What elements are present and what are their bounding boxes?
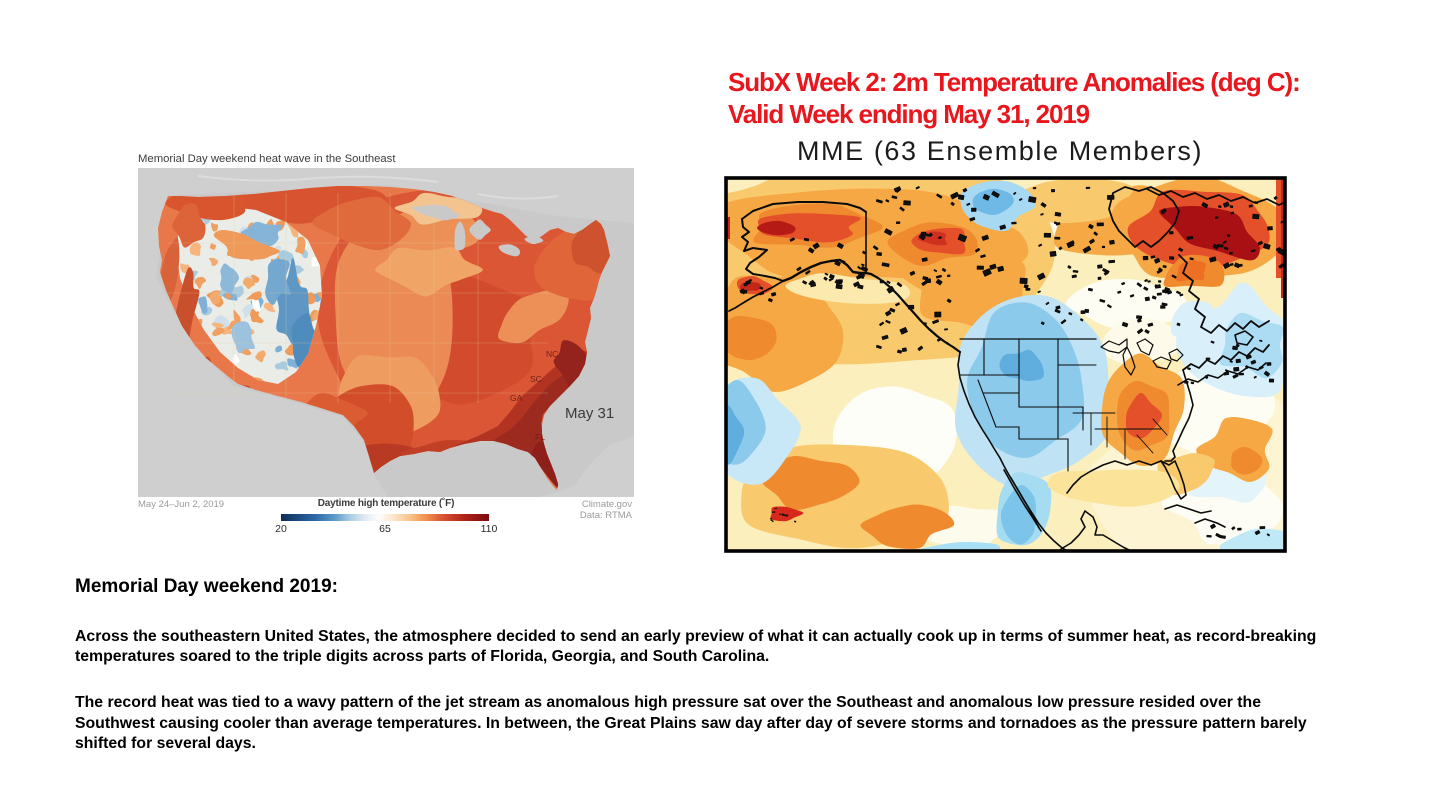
svg-text:SC: SC — [530, 374, 542, 384]
svg-text:May 31: May 31 — [565, 405, 614, 422]
svg-text:FL: FL — [535, 432, 545, 442]
svg-text:GA: GA — [510, 393, 523, 403]
svg-text:NC: NC — [546, 349, 558, 359]
